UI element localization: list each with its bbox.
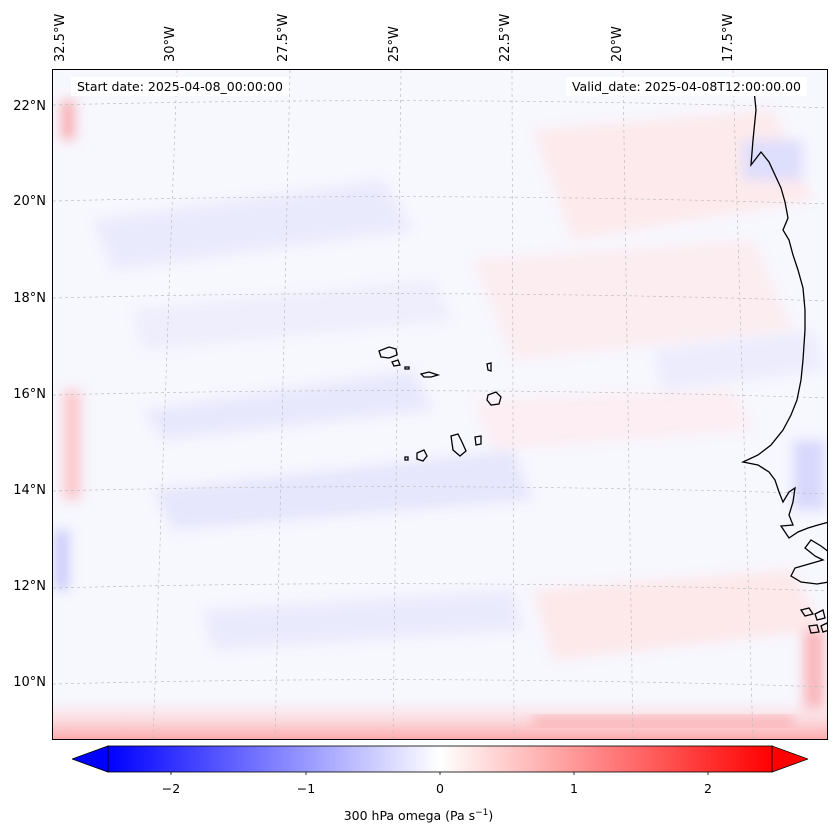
cape-verde-sao-nicolau [419, 371, 441, 378]
cape-verde-santa-luzia [404, 366, 410, 370]
right-edge-blue [793, 440, 825, 510]
cape-verde-santo-antao [378, 346, 398, 359]
cape-verde-brava [404, 456, 409, 461]
gridlines [53, 70, 827, 739]
coastlines [378, 79, 827, 634]
colorbar-tick-label: −1 [296, 781, 316, 796]
bissagos-islands [799, 607, 827, 634]
lat-gridline [53, 196, 827, 205]
lon-label-32-5w: 32.5°W [53, 13, 68, 62]
lat-label-10n: 10°N [13, 675, 46, 690]
pink-band [473, 390, 753, 450]
colorbar-label-close: ) [488, 808, 494, 824]
blue-band [203, 590, 523, 650]
blue-band [153, 450, 533, 530]
lat-gridline [53, 100, 827, 109]
lon-label-25w: 25°W [387, 26, 402, 62]
pink-band [533, 570, 823, 660]
left-edge-red [61, 100, 75, 140]
lon-label-17-5w: 17.5°W [721, 13, 736, 62]
cape-verde-boa-vista [486, 391, 502, 406]
colorbar-tick-marks [170, 772, 709, 775]
lon-label-30w: 30°W [163, 26, 178, 62]
omega-field [53, 70, 827, 739]
lon-gridline [732, 70, 754, 739]
colorbar-tick-label: −2 [161, 781, 181, 796]
pink-band [473, 240, 793, 360]
map-canvas [53, 70, 827, 739]
lat-label-22n: 22°N [13, 99, 46, 114]
right-edge-red [803, 630, 825, 710]
lon-label-22-5w: 22.5°W [498, 13, 513, 62]
africa-coast [740, 79, 827, 539]
lat-gridline [53, 293, 827, 302]
colorbar-label-text: 300 hPa omega (Pa s [343, 808, 476, 824]
colorbar-tick-label: 0 [436, 781, 444, 796]
lat-label-16n: 16°N [13, 387, 46, 402]
start-date-text: Start date: 2025-04-08_00:00:00 [71, 77, 289, 96]
cape-verde-sal [486, 362, 492, 372]
lon-label-27-5w: 27.5°W [276, 13, 291, 62]
lat-gridline [53, 583, 827, 592]
colorbar-label: 300 hPa omega (Pa s−1) [0, 808, 837, 823]
valid-date-text: Valid_date: 2025-04-08T12:00:00.00 [565, 77, 807, 96]
left-edge-pink [63, 390, 81, 500]
colorbar-label-unit-exponent: −1 [475, 808, 489, 818]
cape-verde-santiago [450, 433, 467, 457]
lat-gridline [53, 679, 827, 688]
lat-gridline [53, 486, 827, 495]
colorbar [72, 745, 808, 775]
colorbar-extend-low [72, 745, 109, 773]
left-edge-blue [55, 530, 69, 590]
cape-verde-sao-vicente [391, 359, 401, 367]
lon-gridline [511, 70, 515, 739]
lon-label-20w: 20°W [610, 26, 625, 62]
cape-verde-maio [474, 435, 482, 446]
blue-band [133, 280, 453, 350]
lat-label-14n: 14°N [13, 483, 46, 498]
lat-gridline [53, 390, 827, 399]
lon-gridline [274, 70, 291, 739]
cape-verde-fogo [416, 449, 428, 462]
lat-label-20n: 20°N [13, 194, 46, 209]
colorbar-tick-label: 2 [704, 781, 712, 796]
blue-band [143, 370, 433, 440]
blue-band [653, 330, 823, 390]
lon-gridline [622, 70, 634, 739]
africa-coast-south [790, 539, 827, 585]
colorbar-body [107, 745, 773, 773]
blue-band [93, 180, 413, 270]
map-panel[interactable]: Start date: 2025-04-08_00:00:00 Valid_da… [52, 69, 828, 740]
lat-label-18n: 18°N [13, 291, 46, 306]
bottom-red-core [533, 716, 793, 726]
lon-gridline [392, 70, 402, 739]
lat-label-12n: 12°N [13, 579, 46, 594]
colorbar-extend-high [771, 745, 808, 773]
colorbar-tick-label: 1 [570, 781, 578, 796]
lon-gridline [152, 70, 178, 739]
